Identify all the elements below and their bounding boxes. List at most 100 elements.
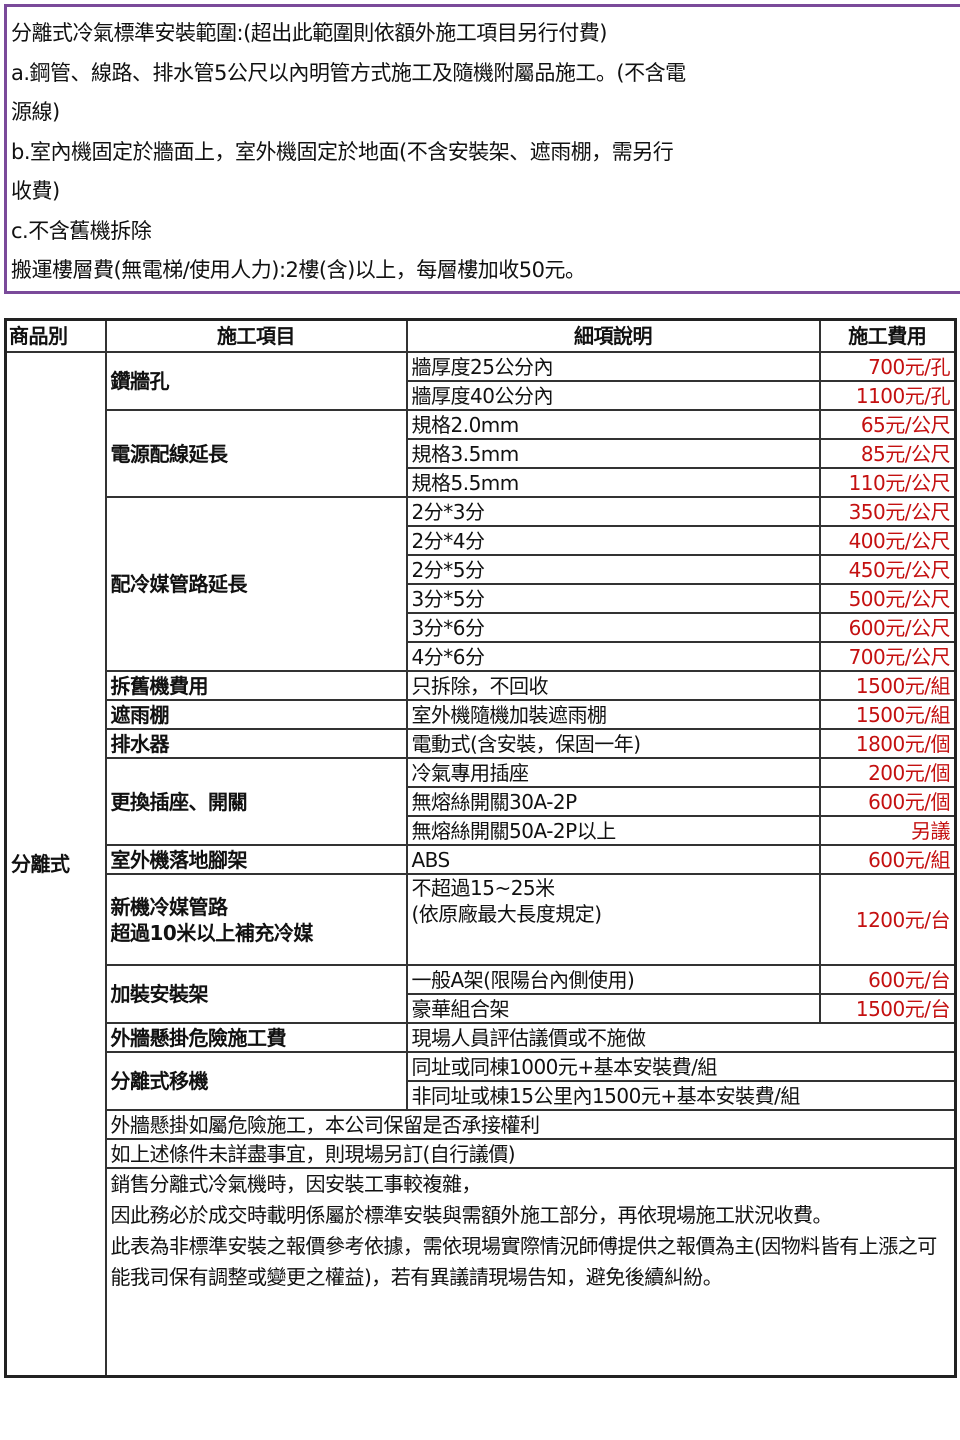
- fee-cell: 另議: [818, 815, 957, 846]
- detail-line: (依原廠最大長度規定): [411, 902, 603, 926]
- detail-cell: 3分*5分: [405, 583, 821, 614]
- detail-cell: 非同址或棟15公里內1500元+基本安裝費/組: [405, 1080, 957, 1111]
- detail-cell: 規格2.0mm: [405, 409, 821, 440]
- detail-cell: 無熔絲開關50A-2P以上: [405, 815, 821, 846]
- table-row: 3分*5分 500元/公尺: [6, 583, 957, 614]
- table-header-row: 商品別 施工項目 細項說明 施工費用: [4, 318, 957, 353]
- table-row: 分離式 鑽牆孔 牆厚度25公分內 700元/孔: [4, 351, 957, 1378]
- fee-cell: 110元/公尺: [818, 467, 957, 498]
- item-cell: 鑽牆孔: [104, 351, 408, 411]
- fee-cell: 600元/個: [818, 786, 957, 817]
- fee-cell: 1100元/孔: [818, 380, 957, 411]
- fee-cell: 600元/台: [818, 964, 957, 995]
- table-row: 遮雨棚 室外機隨機加裝遮雨棚 1500元/組: [6, 699, 957, 730]
- scope-line-d: 搬運樓層費(無電梯/使用人力):2樓(含)以上，每層樓加收50元。: [11, 258, 586, 282]
- item-cell: 電源配線延長: [104, 409, 408, 498]
- scope-line-a: a.鋼管、線路、排水管5公尺以內明管方式施工及隨機附屬品施工。(不含電: [11, 60, 686, 85]
- table-row: 2分*5分 450元/公尺: [6, 554, 957, 585]
- detail-cell: 豪華組合架: [405, 993, 821, 1024]
- detail-cell: 冷氣專用插座: [405, 757, 821, 788]
- table-row: 規格5.5mm 110元/公尺: [6, 467, 957, 498]
- fee-cell: 200元/個: [818, 757, 957, 788]
- item-cell: 排水器: [104, 728, 408, 759]
- fee-cell: 600元/組: [818, 844, 957, 875]
- fee-cell: 65元/公尺: [818, 409, 957, 440]
- fee-cell: 400元/公尺: [818, 525, 957, 556]
- detail-cell: 牆厚度40公分內: [405, 380, 821, 411]
- detail-cell: 不超過15~25米 (依原廠最大長度規定): [405, 873, 821, 966]
- header-detail: 細項說明: [405, 318, 821, 353]
- table-row: 排水器 電動式(含安裝，保固一年) 1800元/個: [6, 728, 957, 759]
- note-line: 此表為非標準安裝之報價參考依據，需依現場實際情況師傅提供之報價為主(因物料皆有上…: [110, 1234, 938, 1289]
- scope-line-a-cont: 源線): [11, 100, 60, 124]
- detail-cell: 無熔絲開關30A-2P: [405, 786, 821, 817]
- scope-line-b-cont: 收費): [11, 179, 60, 203]
- table-row: 2分*4分 400元/公尺: [6, 525, 957, 556]
- item-cell: 更換插座、開關: [104, 757, 408, 846]
- note-row: 外牆懸掛如屬危險施工，本公司保留是否承接權利: [6, 1109, 957, 1140]
- detail-cell: 規格5.5mm: [405, 467, 821, 498]
- final-note-cell: 銷售分離式冷氣機時，因安裝工事較複雜， 因此務必於成交時載明係屬於標準安裝與需額…: [104, 1167, 957, 1378]
- item-cell: 配冷媒管路延長: [104, 496, 408, 672]
- item-cell: 外牆懸掛危險施工費: [104, 1022, 408, 1053]
- detail-cell: 2分*4分: [405, 525, 821, 556]
- fee-cell: 85元/公尺: [818, 438, 957, 469]
- table-row: 電源配線延長 規格2.0mm 65元/公尺: [6, 409, 957, 498]
- item-cell: 加裝安裝架: [104, 964, 408, 1024]
- item-cell: 分離式移機: [104, 1051, 408, 1111]
- table-row: 規格3.5mm 85元/公尺: [6, 438, 957, 469]
- fee-cell: 1800元/個: [818, 728, 957, 759]
- price-table: 商品別 施工項目 細項說明 施工費用 分離式 鑽牆孔 牆厚度25公分內 700元…: [4, 318, 957, 1378]
- item-cell: 拆舊機費用: [104, 670, 408, 701]
- table-row: 加裝安裝架 一般A架(限陽台內側使用) 600元/台: [6, 964, 957, 1024]
- detail-cell: 2分*5分: [405, 554, 821, 585]
- detail-cell: 同址或同棟1000元+基本安裝費/組: [405, 1051, 957, 1082]
- table-row: 新機冷媒管路 超過10米以上補充冷媒 不超過15~25米 (依原廠最大長度規定)…: [6, 873, 957, 966]
- category-cell: 分離式: [4, 351, 107, 1378]
- detail-cell: 2分*3分: [405, 496, 821, 527]
- detail-cell: 牆厚度25公分內: [405, 351, 821, 382]
- note-cell: 如上述條件未詳盡事宜，則現場另訂(自行議價): [104, 1138, 957, 1169]
- fee-cell: 1500元/組: [818, 670, 957, 701]
- fee-cell: 700元/公尺: [818, 641, 957, 672]
- table-row: 牆厚度40公分內 1100元/孔: [6, 380, 957, 411]
- detail-cell: 規格3.5mm: [405, 438, 821, 469]
- fee-cell: 450元/公尺: [818, 554, 957, 585]
- note-cell: 外牆懸掛如屬危險施工，本公司保留是否承接權利: [104, 1109, 957, 1140]
- note-line: 銷售分離式冷氣機時，因安裝工事較複雜，: [110, 1172, 482, 1196]
- table-row: 更換插座、開關 冷氣專用插座 200元/個: [6, 757, 957, 846]
- table-row: 拆舊機費用 只拆除，不回收 1500元/組: [6, 670, 957, 701]
- scope-line-b: b.室內機固定於牆面上，室外機固定於地面(不含安裝架、遮雨棚，需另行: [11, 139, 674, 164]
- standard-install-scope: 分離式冷氣標準安裝範圍:(超出此範圍則依額外施工項目另行付費) a.鋼管、線路、…: [4, 4, 960, 294]
- detail-cell: 只拆除，不回收: [405, 670, 821, 701]
- note-row: 銷售分離式冷氣機時，因安裝工事較複雜， 因此務必於成交時載明係屬於標準安裝與需額…: [6, 1167, 957, 1378]
- table-row: 分離式移機 同址或同棟1000元+基本安裝費/組: [6, 1051, 957, 1111]
- header-category: 商品別: [4, 318, 107, 353]
- table-row: 非同址或棟15公里內1500元+基本安裝費/組: [6, 1080, 957, 1111]
- fee-cell: 1500元/台: [818, 993, 957, 1024]
- table-row: 室外機落地腳架 ABS 600元/組: [6, 844, 957, 875]
- note-row: 如上述條件未詳盡事宜，則現場另訂(自行議價): [6, 1138, 957, 1169]
- scope-title: 分離式冷氣標準安裝範圍:(超出此範圍則依額外施工項目另行付費): [11, 21, 607, 45]
- fee-cell: 350元/公尺: [818, 496, 957, 527]
- table-row: 配冷媒管路延長 2分*3分 350元/公尺: [6, 496, 957, 672]
- header-fee: 施工費用: [818, 318, 957, 353]
- table-row: 3分*6分 600元/公尺: [6, 612, 957, 643]
- table-row: 無熔絲開關30A-2P 600元/個: [6, 786, 957, 817]
- item-cell: 新機冷媒管路 超過10米以上補充冷媒: [104, 873, 408, 966]
- item-line: 超過10米以上補充冷媒: [110, 920, 314, 945]
- fee-cell: 1200元/台: [818, 873, 957, 966]
- fee-cell: 600元/公尺: [818, 612, 957, 643]
- item-cell: 室外機落地腳架: [104, 844, 408, 875]
- item-cell: 遮雨棚: [104, 699, 408, 730]
- detail-cell: ABS: [405, 844, 821, 875]
- table-row: 豪華組合架 1500元/台: [6, 993, 957, 1024]
- fee-cell: 700元/孔: [818, 351, 957, 382]
- detail-cell: 一般A架(限陽台內側使用): [405, 964, 821, 995]
- detail-line: 不超過15~25米: [411, 876, 556, 900]
- detail-cell: 電動式(含安裝，保固一年): [405, 728, 821, 759]
- scope-line-c: c.不含舊機拆除: [11, 218, 152, 243]
- note-line: 因此務必於成交時載明係屬於標準安裝與需額外施工部分，再依現場施工狀況收費。: [110, 1203, 833, 1227]
- detail-cell: 3分*6分: [405, 612, 821, 643]
- fee-cell: 500元/公尺: [818, 583, 957, 614]
